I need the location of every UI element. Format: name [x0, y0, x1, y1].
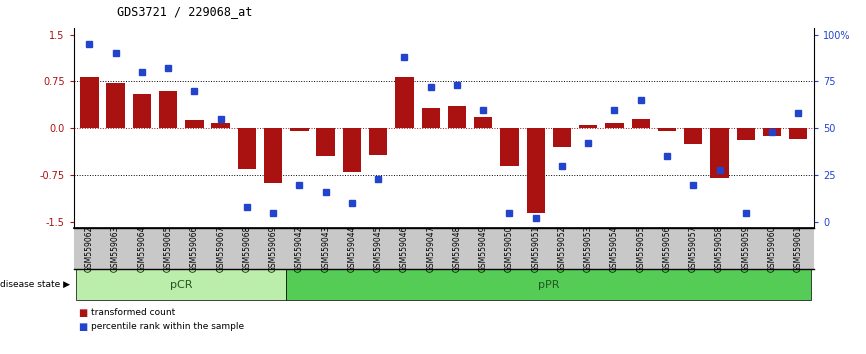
- Text: GSM559047: GSM559047: [426, 225, 436, 272]
- Bar: [710, 129, 728, 178]
- Text: GSM559049: GSM559049: [479, 225, 488, 272]
- Text: ■: ■: [78, 322, 87, 332]
- Text: GSM559063: GSM559063: [111, 225, 120, 272]
- Bar: [501, 129, 519, 166]
- Bar: [211, 123, 229, 129]
- Text: transformed count: transformed count: [91, 308, 175, 317]
- Bar: [474, 117, 493, 129]
- Text: GSM559056: GSM559056: [662, 225, 671, 272]
- Text: GDS3721 / 229068_at: GDS3721 / 229068_at: [117, 5, 252, 18]
- Text: GSM559061: GSM559061: [794, 225, 803, 272]
- Text: GSM559048: GSM559048: [452, 225, 462, 272]
- Bar: [737, 129, 755, 139]
- Text: GSM559051: GSM559051: [531, 225, 540, 272]
- Text: GSM559064: GSM559064: [138, 225, 146, 272]
- Text: GSM559046: GSM559046: [400, 225, 409, 272]
- Text: GSM559057: GSM559057: [688, 225, 698, 272]
- Text: GSM559053: GSM559053: [584, 225, 592, 272]
- Text: GSM559067: GSM559067: [216, 225, 225, 272]
- Text: GSM559058: GSM559058: [715, 225, 724, 272]
- Bar: [343, 129, 361, 172]
- Bar: [107, 83, 125, 129]
- Bar: [789, 129, 807, 139]
- Bar: [579, 125, 598, 129]
- Bar: [81, 77, 99, 129]
- Bar: [658, 129, 676, 131]
- Text: GSM559060: GSM559060: [767, 225, 777, 272]
- Text: GSM559042: GSM559042: [295, 225, 304, 272]
- Bar: [448, 107, 466, 129]
- Text: GSM559043: GSM559043: [321, 225, 330, 272]
- Bar: [237, 129, 256, 169]
- Bar: [631, 119, 650, 129]
- Text: percentile rank within the sample: percentile rank within the sample: [91, 322, 244, 331]
- Text: disease state ▶: disease state ▶: [0, 280, 70, 289]
- Bar: [553, 129, 572, 147]
- Text: GSM559050: GSM559050: [505, 225, 514, 272]
- Bar: [369, 129, 387, 155]
- Bar: [395, 77, 414, 129]
- Text: GSM559065: GSM559065: [164, 225, 172, 272]
- Text: GSM559052: GSM559052: [558, 225, 566, 272]
- Bar: [132, 94, 151, 129]
- Bar: [185, 120, 204, 129]
- Bar: [422, 108, 440, 129]
- Bar: [684, 129, 702, 144]
- Text: GSM559045: GSM559045: [374, 225, 383, 272]
- Text: ■: ■: [78, 308, 87, 318]
- Text: GSM559066: GSM559066: [190, 225, 199, 272]
- Text: GSM559068: GSM559068: [242, 225, 251, 272]
- Text: GSM559059: GSM559059: [741, 225, 750, 272]
- Text: GSM559044: GSM559044: [347, 225, 357, 272]
- Bar: [763, 129, 781, 136]
- Bar: [605, 123, 624, 129]
- Bar: [290, 129, 308, 131]
- Text: GSM559055: GSM559055: [637, 225, 645, 272]
- Bar: [159, 91, 178, 129]
- Bar: [264, 129, 282, 183]
- Text: GSM559054: GSM559054: [610, 225, 619, 272]
- Bar: [527, 129, 545, 213]
- Text: pCR: pCR: [170, 280, 192, 290]
- Bar: [316, 129, 335, 156]
- Text: pPR: pPR: [538, 280, 559, 290]
- Text: GSM559069: GSM559069: [268, 225, 278, 272]
- Text: GSM559062: GSM559062: [85, 225, 94, 272]
